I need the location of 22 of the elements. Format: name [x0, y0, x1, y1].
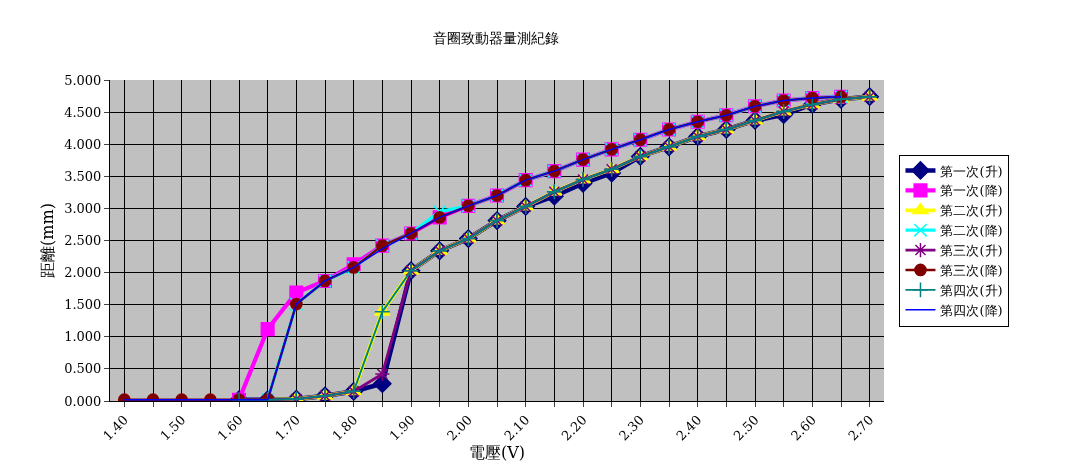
y-tick-label: 0.000 [64, 393, 102, 409]
y-tick-label: 5.000 [64, 72, 102, 88]
y-tick-label: 2.500 [64, 233, 102, 249]
chart-title: 音圈致動器量測紀錄 [433, 29, 560, 46]
legend-label: 第四次(升) [940, 282, 1003, 298]
x-axis-title: 電壓(V) [468, 443, 526, 463]
y-tick-label: 3.500 [64, 168, 102, 184]
legend-label: 第一次(升) [940, 163, 1003, 179]
legend-label: 第二次(升) [940, 203, 1003, 219]
y-tick-label: 4.500 [64, 104, 102, 120]
y-tick-label: 4.000 [64, 136, 102, 152]
legend-label: 第三次(升) [940, 243, 1003, 259]
y-tick-label: 0.500 [64, 361, 102, 377]
y-tick-label: 2.000 [64, 265, 102, 281]
y-tick-label: 1.000 [64, 329, 102, 345]
legend-label: 第一次(降) [940, 183, 1003, 199]
legend-label: 第二次(降) [940, 223, 1003, 239]
legend-label: 第三次(降) [940, 263, 1003, 279]
y-tick-label: 3.000 [64, 200, 102, 216]
y-axis-title: 距離(mm) [38, 203, 58, 278]
y-tick-label: 1.500 [64, 297, 102, 313]
legend-label: 第四次(降) [940, 302, 1003, 318]
